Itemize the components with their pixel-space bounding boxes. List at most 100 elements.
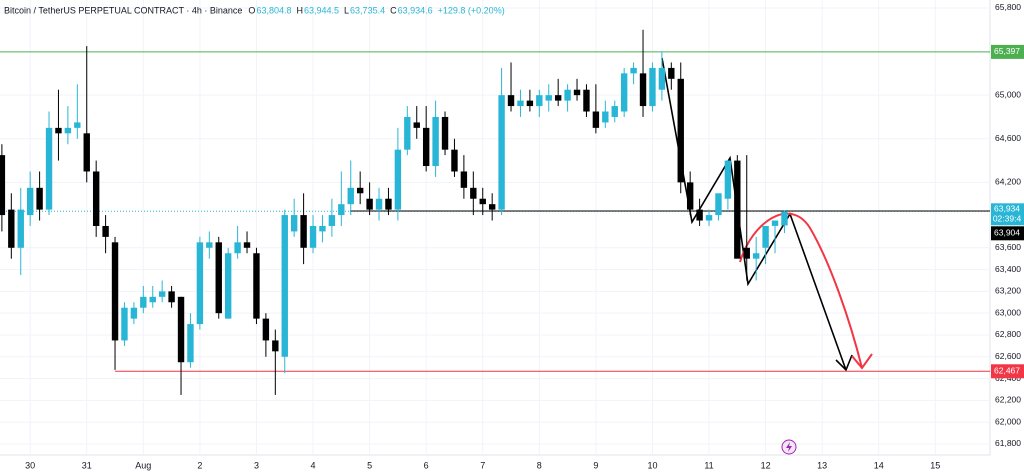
candle-body: [102, 225, 109, 237]
candle-body: [583, 89, 590, 112]
candle-body: [715, 193, 722, 216]
candle-body: [262, 318, 270, 341]
candle-body: [356, 187, 364, 194]
candle-body: [554, 95, 562, 101]
candle-body: [177, 296, 185, 363]
candle-body: [507, 95, 515, 107]
y-tick-label: 62,800: [995, 329, 1021, 339]
x-tick-label: Aug: [135, 460, 151, 470]
candle-body: [158, 291, 166, 297]
y-tick-label: 63,200: [995, 286, 1021, 296]
candle-body: [536, 95, 543, 107]
candle-body: [451, 149, 458, 172]
candle-body: [404, 116, 411, 150]
x-tick-label: 4: [311, 460, 316, 470]
candle-body: [422, 127, 430, 167]
ohlc-key: C: [390, 5, 397, 15]
candle-body: [111, 242, 119, 341]
candle-body: [677, 78, 684, 183]
candle-body: [281, 215, 288, 357]
candle-body: [686, 182, 694, 210]
candle-body: [74, 122, 81, 128]
x-tick-label: 9: [593, 460, 598, 470]
ohlc-key: L: [344, 5, 349, 15]
candle-body: [168, 291, 175, 303]
y-tick-label: 64,600: [995, 133, 1021, 143]
candle-body: [375, 198, 383, 210]
last-price-label-bg: [991, 203, 1024, 226]
candle-body: [187, 324, 194, 363]
ohlc-value: 63,944.5: [304, 5, 339, 15]
candle-body: [526, 100, 534, 107]
y-tick-label: 63,600: [995, 242, 1021, 252]
x-tick-label: 5: [367, 460, 372, 470]
candle-body: [658, 67, 666, 90]
candle-body: [243, 242, 251, 248]
candle-body: [26, 187, 34, 216]
ohlc-key: O: [248, 5, 255, 15]
candle-body: [630, 67, 637, 74]
level-label-bg: [991, 44, 1024, 59]
candle-body: [564, 89, 571, 101]
legend: Bitcoin / TetherUS PERPETUAL CONTRACT · …: [4, 5, 505, 15]
candle-body: [224, 253, 232, 319]
x-tick-label: 6: [424, 460, 429, 470]
symbol: Bitcoin / TetherUS PERPETUAL CONTRACT · …: [4, 5, 242, 15]
y-tick-label: 65,800: [995, 2, 1021, 12]
candle-body: [45, 127, 53, 210]
y-tick-label: 64,200: [995, 177, 1021, 187]
candle-body: [460, 171, 468, 188]
candle-body: [385, 198, 392, 210]
candle-body: [83, 133, 90, 172]
candle-body: [479, 198, 486, 205]
candle-body: [781, 211, 788, 226]
candle-body: [573, 89, 581, 96]
y-tick-label: 62,600: [995, 351, 1021, 361]
candle-body: [545, 95, 552, 101]
lightning: [786, 442, 792, 452]
level-label: 62,467: [994, 366, 1020, 376]
candle-body: [602, 111, 609, 123]
candle-body: [55, 127, 62, 134]
x-tick-label: 3: [254, 460, 259, 470]
candle-body: [432, 116, 439, 167]
candle-body: [338, 204, 345, 216]
candle-body: [0, 155, 6, 216]
candle-body: [130, 307, 138, 319]
candle-body: [724, 160, 732, 199]
candle-body: [309, 225, 317, 248]
candle-body: [668, 67, 675, 79]
candle-body: [92, 171, 100, 226]
candle-body: [347, 187, 354, 205]
ohlc-key: H: [296, 5, 303, 15]
y-tick-label: 62,200: [995, 395, 1021, 405]
y-tick-label: 65,000: [995, 89, 1021, 99]
candle-body: [64, 127, 72, 134]
candle-body: [413, 122, 420, 128]
change: +129.8 (+0.20%): [438, 5, 505, 15]
candle-body: [319, 225, 326, 232]
candle-body: [300, 215, 307, 248]
x-tick-label: 2: [197, 460, 202, 470]
level-label: 65,397: [994, 46, 1020, 56]
x-tick-label: 12: [761, 460, 771, 470]
candle-body: [215, 242, 222, 314]
candle-body: [196, 242, 204, 325]
candle-body: [498, 95, 505, 210]
candle-body: [592, 111, 600, 128]
candle-body: [649, 67, 656, 107]
y-tick-label: 63,400: [995, 264, 1021, 274]
y-tick-label: 61,800: [995, 438, 1021, 448]
candle-body: [234, 242, 241, 254]
candle-body: [441, 116, 449, 150]
candle-body: [743, 247, 750, 259]
candle-body: [639, 73, 647, 107]
candle-body: [206, 242, 213, 248]
y-tick-label: 63,000: [995, 307, 1021, 317]
countdown: 02:39:4: [993, 214, 1022, 224]
candle-body: [17, 209, 24, 248]
last-price-label: 63,934: [994, 204, 1020, 214]
x-tick-label: 13: [817, 460, 827, 470]
candle-body: [272, 340, 279, 352]
